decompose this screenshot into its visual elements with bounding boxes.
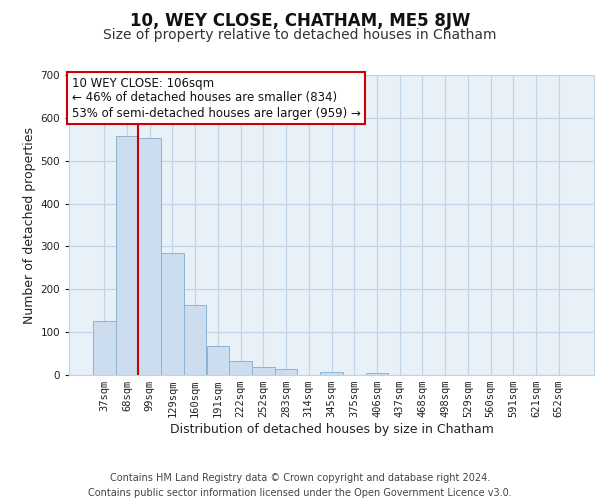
Text: Size of property relative to detached houses in Chatham: Size of property relative to detached ho… <box>103 28 497 42</box>
Bar <box>206 346 229 375</box>
Bar <box>139 138 161 375</box>
X-axis label: Distribution of detached houses by size in Chatham: Distribution of detached houses by size … <box>170 423 493 436</box>
Bar <box>320 372 343 375</box>
Bar <box>229 361 252 375</box>
Bar <box>161 253 184 375</box>
Text: Contains HM Land Registry data © Crown copyright and database right 2024.
Contai: Contains HM Land Registry data © Crown c… <box>88 472 512 498</box>
Bar <box>116 136 139 375</box>
Y-axis label: Number of detached properties: Number of detached properties <box>23 126 36 324</box>
Bar <box>252 367 275 375</box>
Bar <box>184 305 206 375</box>
Bar <box>275 369 298 375</box>
Bar <box>365 373 388 375</box>
Text: 10 WEY CLOSE: 106sqm
← 46% of detached houses are smaller (834)
53% of semi-deta: 10 WEY CLOSE: 106sqm ← 46% of detached h… <box>71 76 361 120</box>
Text: 10, WEY CLOSE, CHATHAM, ME5 8JW: 10, WEY CLOSE, CHATHAM, ME5 8JW <box>130 12 470 30</box>
Bar <box>93 322 116 375</box>
